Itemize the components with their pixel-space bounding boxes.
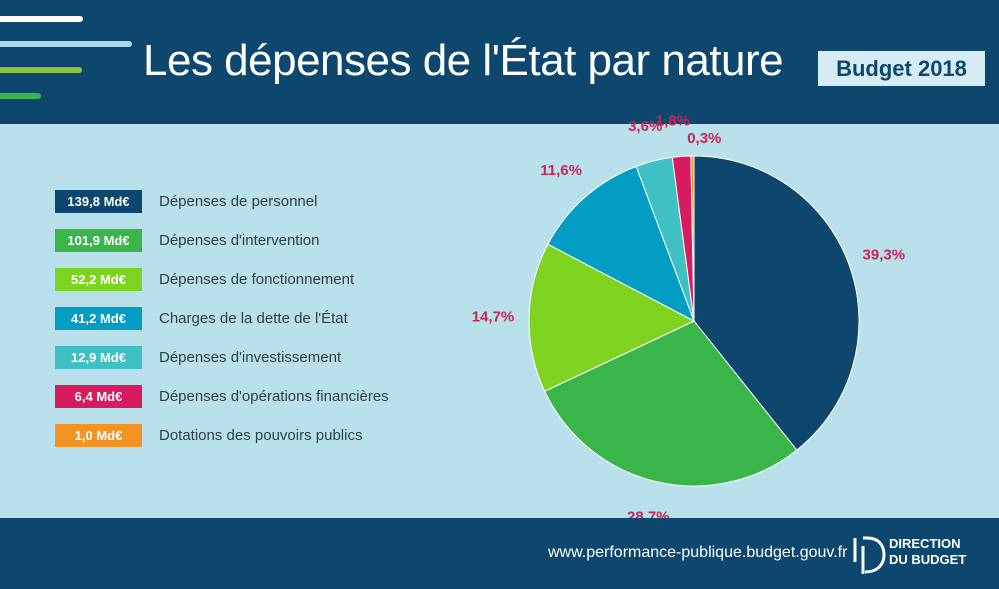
decor-line-white xyxy=(0,16,83,22)
direction-du-budget-logo-icon xyxy=(853,536,886,574)
legend-item: 139,8 Md€ Dépenses de personnel xyxy=(55,190,415,214)
decor-line-green xyxy=(0,93,41,99)
legend-value-box: 139,8 Md€ xyxy=(55,190,142,213)
decor-line-lightblue xyxy=(0,41,132,47)
legend-label: Dépenses d'intervention xyxy=(159,232,320,249)
legend-item: 52,2 Md€ Dépenses de fonctionnement xyxy=(55,268,415,292)
legend-value-box: 41,2 Md€ xyxy=(55,307,142,330)
pie-percent-label: 39,3% xyxy=(863,247,906,264)
page-title: Les dépenses de l'État par nature xyxy=(143,36,784,85)
pie-slice xyxy=(547,165,695,323)
pie-percent-label: 14,7% xyxy=(472,309,515,326)
legend-item: 1,0 Md€ Dotations des pouvoirs publics xyxy=(55,424,415,448)
legend-item: 12,9 Md€ Dépenses d'investissement xyxy=(55,346,415,370)
pie-percent-label: 0,3% xyxy=(687,130,721,147)
legend-value-box: 52,2 Md€ xyxy=(55,268,142,291)
pie-slice xyxy=(528,243,696,392)
legend-label: Dépenses d'investissement xyxy=(159,349,342,366)
logo-text: DIRECTION DU BUDGET xyxy=(889,536,966,568)
legend-label: Charges de la dette de l'État xyxy=(159,310,348,327)
logo-line-2: DU BUDGET xyxy=(889,552,967,567)
legend-label: Dotations des pouvoirs publics xyxy=(159,427,363,444)
legend-value-box: 12,9 Md€ xyxy=(55,346,142,369)
pie-slice xyxy=(690,155,695,322)
pie-slice xyxy=(544,320,798,487)
legend-item: 101,9 Md€ Dépenses d'intervention xyxy=(55,229,415,253)
decor-line-lightgreen xyxy=(0,67,82,73)
logo-line-1: DIRECTION xyxy=(889,536,961,551)
website-link[interactable]: www.performance-publique.budget.gouv.fr xyxy=(548,544,848,561)
pie-percent-label: 1,8% xyxy=(656,113,690,130)
pie-percent-label: 11,6% xyxy=(540,162,582,179)
header-banner: Les dépenses de l'État par nature Budget… xyxy=(0,0,999,124)
budget-badge: Budget 2018 xyxy=(818,51,985,86)
footer-bar: www.performance-publique.budget.gouv.fr … xyxy=(0,518,999,589)
legend-label: Dépenses de fonctionnement xyxy=(159,271,355,288)
legend-label: Dépenses d'opérations financières xyxy=(159,388,389,405)
legend-value-box: 6,4 Md€ xyxy=(55,385,142,408)
legend-item: 41,2 Md€ Charges de la dette de l'État xyxy=(55,307,415,331)
legend-item: 6,4 Md€ Dépenses d'opérations financières xyxy=(55,385,415,409)
pie-slice xyxy=(693,155,860,451)
pie-percent-label: 3,6% xyxy=(628,118,662,135)
legend-value-box: 101,9 Md€ xyxy=(55,229,142,252)
legend-label: Dépenses de personnel xyxy=(159,193,318,210)
legend-value-box: 1,0 Md€ xyxy=(55,424,142,447)
